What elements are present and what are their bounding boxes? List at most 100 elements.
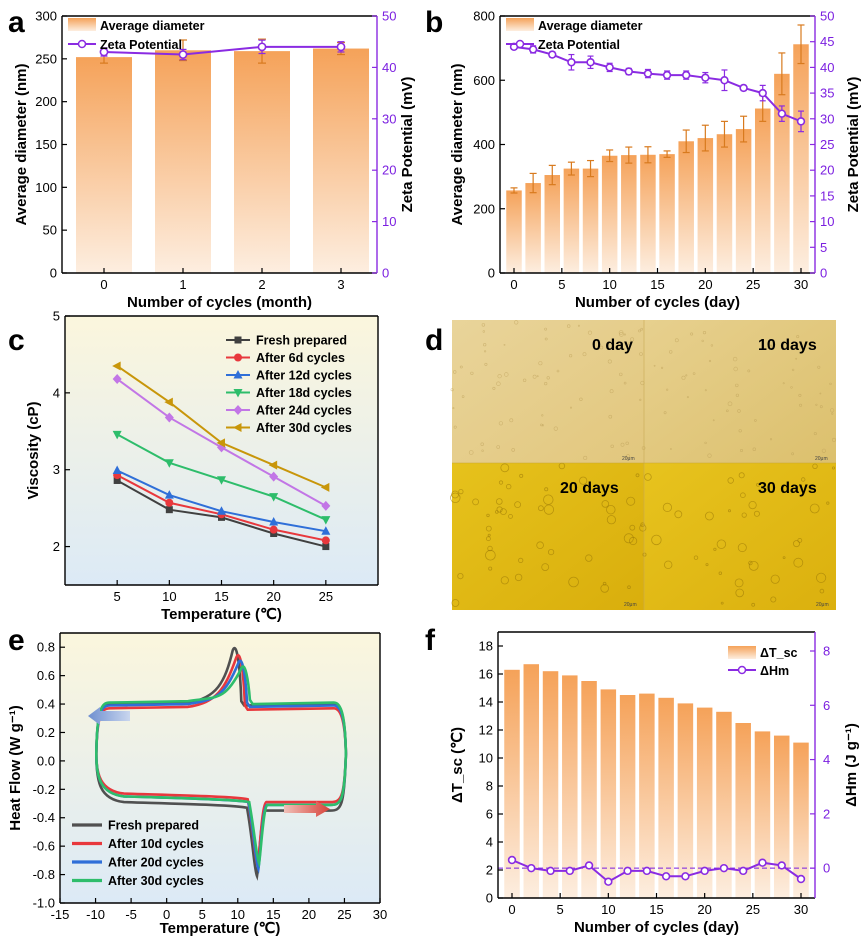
y-tick-label: 3 [53,462,60,477]
marker-triangle-down [112,430,122,440]
droplet [606,515,617,525]
y-tick-label: 300 [35,9,57,24]
droplet [642,552,647,557]
marker-triangle-down [164,459,174,468]
y-tick-label: -0.2 [33,782,55,797]
bar-average-diameter [659,154,675,273]
delta-hm-point [546,866,555,876]
y-tick-label: 4 [486,835,493,850]
speckle [492,386,496,390]
bar-average-diameter [735,129,752,273]
x-axis-label: Number of cycles (day) [574,919,739,936]
speckle [668,350,673,354]
y-tick-label: 200 [35,94,57,109]
speckle [704,389,707,392]
speckle [579,397,583,401]
zeta-point [567,58,576,67]
droplet [705,511,714,521]
x-tick-label: 0 [100,277,107,292]
droplet [770,574,780,584]
droplet [541,563,550,571]
droplet [600,584,609,593]
droplet [451,599,460,607]
speckle [599,345,604,350]
droplet [485,536,491,542]
speckle [813,432,817,436]
zeta-line [513,45,802,123]
legend-label: After 24d cycles [256,404,352,418]
marker-circle [321,536,330,545]
droplet [457,572,464,580]
y-tick-label: 6 [486,807,493,822]
droplet [674,510,683,519]
speckle [819,405,823,409]
speckle [769,438,773,441]
x-tick-label: 20 [302,907,316,922]
x-tick-label: 5 [199,907,206,922]
y-axis-label: Heat Flow (W g⁻¹) [7,705,24,830]
marker-circle [269,525,278,534]
marker-triangle-down [233,389,243,398]
bar-delta-tsc [581,681,597,898]
micrograph-10-days [644,320,836,463]
speckle [681,375,686,380]
droplet [538,505,544,512]
droplet [458,488,464,495]
x-tick-label: 20 [266,589,280,604]
bar-delta-tsc [735,723,751,898]
speckle [738,429,742,433]
x-axis-label: Number of cycles (day) [575,294,740,311]
droplet [727,477,734,484]
y2-tick-label: 30 [820,111,834,126]
bar-delta-tsc [716,711,732,898]
droplet [627,585,631,589]
legend-label: Zeta Potential [100,38,182,52]
speckle [692,372,696,375]
speckle [538,361,543,366]
speckle [754,419,757,422]
marker-diamond [269,471,279,482]
y-tick-label: 0.0 [37,753,55,768]
droplet [809,503,820,514]
bar-delta-tsc [696,707,713,898]
speckle [710,344,714,347]
y-tick-label: 18 [479,639,493,654]
scale-bar-label-0: 20μm [622,456,635,462]
speckle [522,378,527,382]
bar-average-diameter [754,108,771,274]
micrograph-label-10-days: 10 days [758,337,817,354]
bar-average-diameter [793,44,809,273]
zeta-point [257,42,267,52]
zeta-point [178,50,188,59]
y2-tick-label: 40 [820,60,834,75]
droplet [793,557,804,568]
bar-delta-tsc [562,675,578,898]
droplet [543,504,555,515]
droplet [748,560,753,566]
speckle [566,324,571,328]
speckle [497,374,502,379]
droplet [496,506,503,513]
speckle [620,442,625,447]
speckle [674,338,679,343]
speckle [496,445,501,449]
zeta-point [739,83,748,93]
y-tick-label: 0.4 [37,697,55,712]
speckle [685,374,688,377]
x-tick-label: 15 [649,902,663,917]
speckle [481,449,484,452]
y2-tick-label: 20 [382,163,396,178]
y-tick-label: 50 [43,223,57,238]
speckle [735,393,740,397]
bar-average-diameter [506,190,522,273]
marker-triangle-up [112,465,122,474]
x-tick-label: 25 [319,589,333,604]
y-axis-label: ΔT_sc (℃) [449,727,466,803]
speckle [752,447,756,451]
speckle [577,324,580,327]
zeta-point [777,109,787,118]
speckle [618,330,624,335]
speckle [782,382,785,385]
bar-delta-tsc [542,671,559,898]
x-tick-label: 5 [558,277,565,292]
